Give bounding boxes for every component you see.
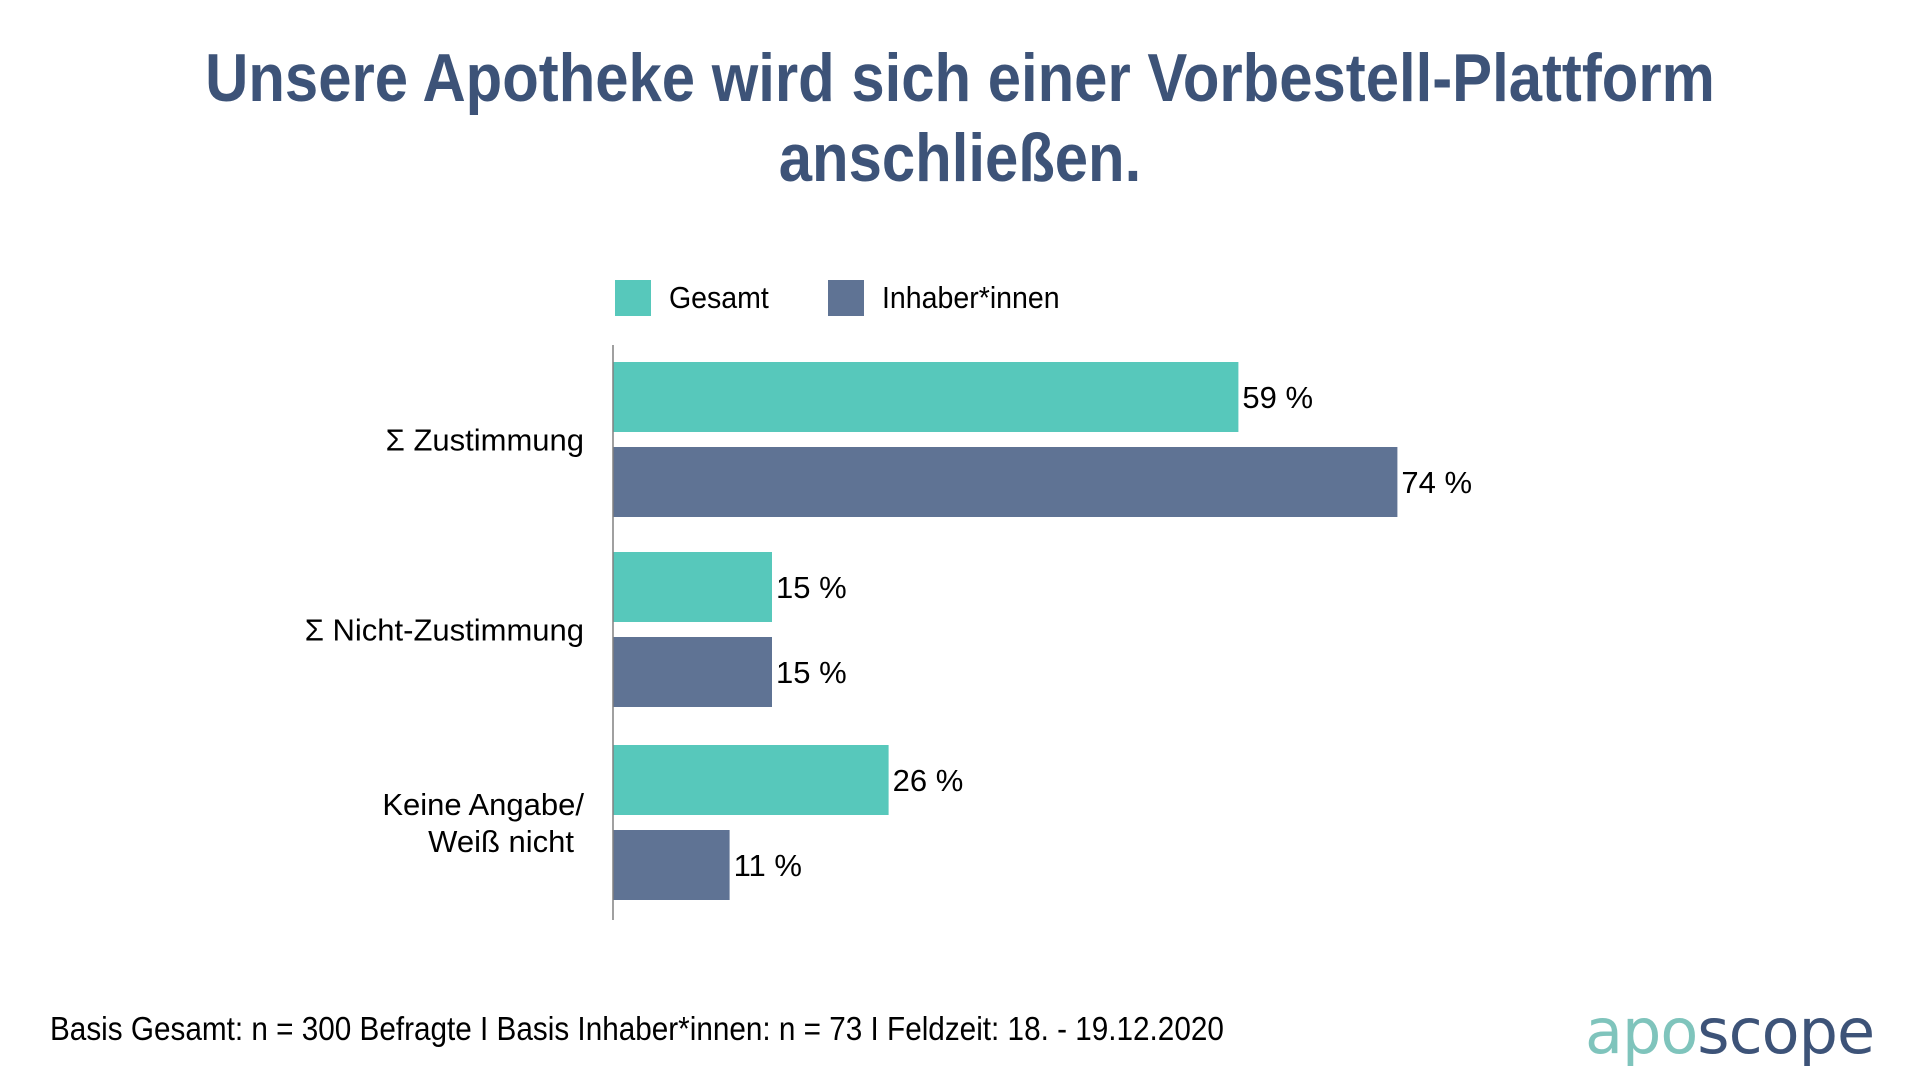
legend-item-inhaber: Inhaber*innen: [827, 280, 1075, 316]
aposcope-logo: aposcope: [1585, 995, 1875, 1068]
logo-part-scope: scope: [1697, 995, 1875, 1068]
chart-title: Unsere Apotheke wird sich einer Vorbeste…: [0, 38, 1920, 198]
legend-swatch-inhaber: [827, 280, 864, 316]
chart-title-line-1: Unsere Apotheke wird sich einer Vorbeste…: [205, 40, 1715, 116]
legend-label-gesamt: Gesamt: [669, 280, 769, 315]
logo-part-apo: apo: [1585, 995, 1698, 1068]
bar-inhaber-1: [613, 637, 772, 707]
legend-label-inhaber: Inhaber*innen: [881, 280, 1060, 315]
bar-gesamt-1: [613, 552, 772, 622]
bar-inhaber-0: [613, 447, 1398, 517]
category-label-1: Σ Nicht-Zustimmung: [305, 613, 584, 648]
category-label-0: Σ Zustimmung: [386, 423, 584, 458]
bar-gesamt-0: [613, 362, 1239, 432]
category-label-2-line-1: Weiß nicht: [428, 824, 574, 859]
chart-title-line-2: anschließen.: [778, 120, 1142, 196]
value-label-gesamt-2: 26 %: [893, 763, 964, 798]
value-label-gesamt-1: 15 %: [776, 570, 847, 605]
value-label-gesamt-0: 59 %: [1242, 380, 1313, 415]
bar-inhaber-2: [613, 830, 730, 900]
legend: Gesamt Inhaber*innen: [615, 276, 1125, 320]
value-label-inhaber-0: 74 %: [1401, 465, 1472, 500]
value-label-inhaber-2: 11 %: [734, 848, 802, 883]
footer-note: Basis Gesamt: n = 300 Befragte I Basis I…: [50, 1010, 1224, 1047]
legend-swatch-gesamt: [615, 280, 651, 316]
bar-gesamt-2: [613, 745, 889, 815]
value-label-inhaber-1: 15 %: [776, 655, 847, 690]
category-label-2-line-0: Keine Angabe/: [382, 787, 584, 822]
legend-item-gesamt: Gesamt: [615, 280, 778, 316]
